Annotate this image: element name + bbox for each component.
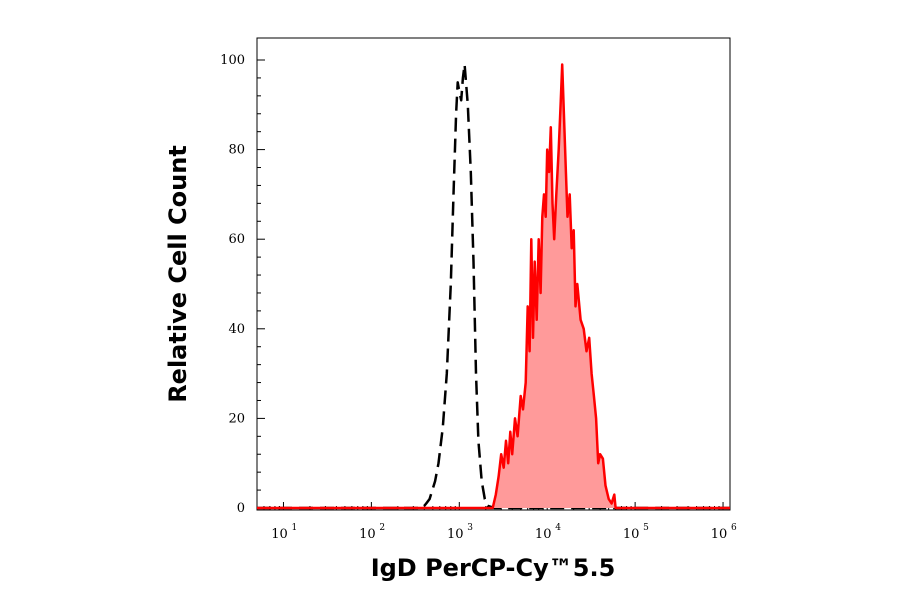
x-tick-exponent: 6 [731, 523, 737, 533]
x-tick-label: 10 [359, 527, 376, 542]
x-axis-title: IgD PerCP-Cy™5.5 [371, 554, 616, 582]
y-major-ticks: 0 20 40 60 80 100 [220, 53, 265, 516]
x-tick-label: 10 [711, 527, 728, 542]
plot-frame [256, 37, 731, 511]
x-tick-exponent: 5 [643, 523, 649, 533]
y-tick-label: 20 [228, 411, 245, 426]
series-1-fill [257, 64, 730, 508]
series-0-line [257, 63, 730, 510]
x-tick-label: 10 [535, 527, 552, 542]
series-layer [257, 63, 730, 510]
y-tick-label: 0 [237, 501, 245, 516]
y-tick-label: 100 [220, 53, 245, 68]
series-1-line [257, 63, 730, 510]
y-axis-title: Relative Cell Count [164, 145, 192, 403]
x-tick-exponent: 1 [291, 523, 297, 533]
x-tick-label: 10 [271, 527, 288, 542]
x-tick-exponent: 4 [555, 523, 561, 533]
y-tick-label: 80 [228, 143, 245, 158]
x-tick-exponent: 3 [467, 523, 473, 533]
y-tick-label: 60 [228, 232, 245, 247]
x-tick-exponent: 2 [379, 523, 385, 533]
y-minor-ticks [257, 77, 261, 491]
x-tick-label: 10 [447, 527, 464, 542]
x-tick-label: 10 [623, 527, 640, 542]
y-tick-label: 40 [228, 322, 245, 337]
